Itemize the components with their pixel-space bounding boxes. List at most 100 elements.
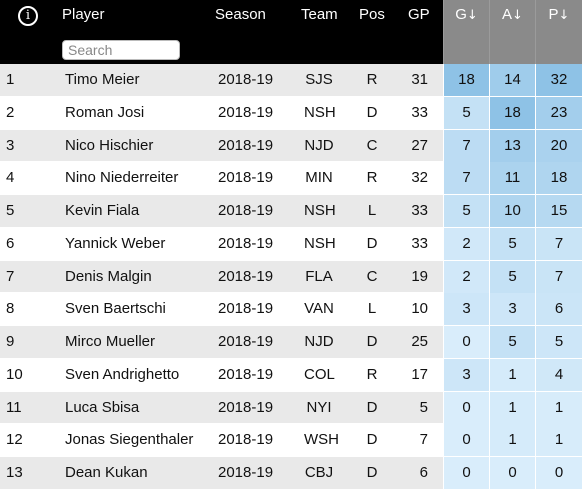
- rank-cell: 4: [6, 169, 15, 187]
- pos-cell: R: [366, 169, 378, 187]
- table-header: i Player Season Team Pos GP G↓ A↓ P↓: [0, 0, 582, 64]
- pos-cell: D: [366, 333, 378, 351]
- player-cell: Luca Sbisa: [65, 398, 140, 416]
- assists-cell: 13: [489, 129, 535, 162]
- table-row: 4 Nino Niederreiter 2018-19 MIN R 32 7 1…: [0, 162, 582, 196]
- column-header-a-label: A: [502, 6, 513, 23]
- player-cell: Nino Niederreiter: [65, 169, 179, 187]
- assists-cell: 3: [489, 293, 535, 326]
- rank-cell: 8: [6, 300, 15, 318]
- goals-cell: 5: [443, 96, 489, 129]
- pos-cell: R: [366, 71, 378, 88]
- pos-cell: L: [367, 202, 377, 220]
- rank-cell: 12: [6, 431, 23, 449]
- search-input[interactable]: [62, 40, 180, 60]
- column-header-gp[interactable]: GP: [408, 6, 430, 23]
- assists-cell: 14: [489, 64, 535, 96]
- assists-cell: 0: [489, 457, 535, 490]
- points-cell: 1: [535, 424, 582, 457]
- team-cell: NJD: [304, 333, 334, 351]
- rank-cell: 11: [6, 398, 22, 416]
- table-row: 3 Nico Hischier 2018-19 NJD C 27 7 13 20: [0, 129, 582, 163]
- player-cell: Kevin Fiala: [65, 202, 140, 220]
- column-header-season[interactable]: Season: [215, 6, 266, 23]
- column-header-g[interactable]: G↓: [443, 0, 489, 64]
- gp-cell: 19: [411, 267, 428, 285]
- gp-cell: 5: [419, 398, 428, 416]
- goals-cell: 5: [443, 195, 489, 228]
- gp-cell: 31: [411, 71, 428, 88]
- assists-cell: 5: [489, 326, 535, 359]
- points-cell: 7: [535, 260, 582, 293]
- column-header-p[interactable]: P↓: [535, 0, 582, 64]
- rank-cell: 5: [6, 202, 15, 220]
- gp-cell: 17: [411, 365, 428, 383]
- sort-down-arrow-icon: ↓: [558, 8, 570, 23]
- season-cell: 2018-19: [218, 103, 274, 121]
- table-body: 1 Timo Meier 2018-19 SJS R 31 18 14 32 2…: [0, 64, 582, 490]
- sort-down-arrow-icon: ↓: [466, 8, 478, 23]
- table-row: 6 Yannick Weber 2018-19 NSH D 33 2 5 7: [0, 227, 582, 261]
- table-row: 9 Mirco Mueller 2018-19 NJD D 25 0 5 5: [0, 326, 582, 359]
- column-header-a[interactable]: A↓: [489, 0, 535, 64]
- sort-down-arrow-icon: ↓: [512, 8, 523, 23]
- season-cell: 2018-19: [218, 398, 274, 416]
- points-cell: 20: [535, 129, 582, 162]
- goals-cell: 7: [443, 162, 489, 195]
- goals-cell: 2: [443, 260, 489, 293]
- gp-cell: 25: [411, 333, 428, 351]
- season-cell: 2018-19: [218, 234, 274, 252]
- pos-cell: D: [366, 464, 378, 482]
- player-cell: Nico Hischier: [65, 136, 154, 154]
- column-header-team[interactable]: Team: [301, 6, 338, 23]
- assists-cell: 1: [489, 358, 535, 391]
- goals-cell: 0: [443, 424, 489, 457]
- column-header-player[interactable]: Player: [62, 6, 105, 23]
- assists-cell: 11: [489, 162, 535, 195]
- table-row: 12 Jonas Siegenthaler 2018-19 WSH D 7 0 …: [0, 424, 582, 458]
- team-cell: CBJ: [304, 464, 334, 482]
- table-row: 2 Roman Josi 2018-19 NSH D 33 5 18 23: [0, 96, 582, 130]
- goals-cell: 0: [443, 457, 489, 490]
- player-cell: Sven Andrighetto: [65, 365, 180, 383]
- points-cell: 15: [535, 195, 582, 228]
- column-header-pos[interactable]: Pos: [359, 6, 385, 23]
- table-row: 1 Timo Meier 2018-19 SJS R 31 18 14 32: [0, 64, 582, 97]
- team-cell: MIN: [305, 169, 333, 187]
- assists-cell: 18: [489, 96, 535, 129]
- rank-cell: 3: [6, 136, 15, 154]
- goals-cell: 7: [443, 129, 489, 162]
- team-cell: VAN: [304, 300, 334, 318]
- season-cell: 2018-19: [218, 431, 274, 449]
- info-icon[interactable]: i: [18, 6, 38, 26]
- gp-cell: 27: [411, 136, 428, 154]
- goals-cell: 2: [443, 227, 489, 260]
- season-cell: 2018-19: [218, 365, 274, 383]
- team-cell: COL: [304, 365, 335, 383]
- team-cell: NSH: [304, 234, 336, 252]
- rank-cell: 13: [6, 464, 23, 482]
- goals-cell: 0: [443, 391, 489, 424]
- points-cell: 5: [535, 326, 582, 359]
- rank-cell: 7: [6, 267, 15, 285]
- gp-cell: 33: [411, 202, 428, 220]
- pos-cell: D: [366, 431, 378, 449]
- column-header-g-label: G: [455, 6, 467, 23]
- points-cell: 18: [535, 162, 582, 195]
- assists-cell: 10: [489, 195, 535, 228]
- player-cell: Timo Meier: [65, 71, 140, 88]
- pos-cell: C: [366, 136, 378, 154]
- goals-cell: 3: [443, 293, 489, 326]
- rank-cell: 10: [6, 365, 23, 383]
- column-header-p-label: P: [548, 6, 559, 23]
- team-cell: SJS: [305, 71, 333, 88]
- player-cell: Mirco Mueller: [65, 333, 156, 351]
- table-row: 10 Sven Andrighetto 2018-19 COL R 17 3 1…: [0, 358, 582, 392]
- table-row: 11 Luca Sbisa 2018-19 NYI D 5 0 1 1: [0, 391, 582, 425]
- pos-cell: C: [366, 267, 378, 285]
- rank-cell: 1: [6, 71, 15, 88]
- team-cell: NSH: [304, 103, 336, 121]
- team-cell: NSH: [304, 202, 336, 220]
- assists-cell: 5: [489, 227, 535, 260]
